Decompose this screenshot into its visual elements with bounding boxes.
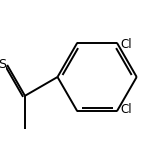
Text: Cl: Cl: [121, 38, 132, 51]
Text: Cl: Cl: [121, 103, 132, 116]
Text: S: S: [0, 58, 6, 71]
